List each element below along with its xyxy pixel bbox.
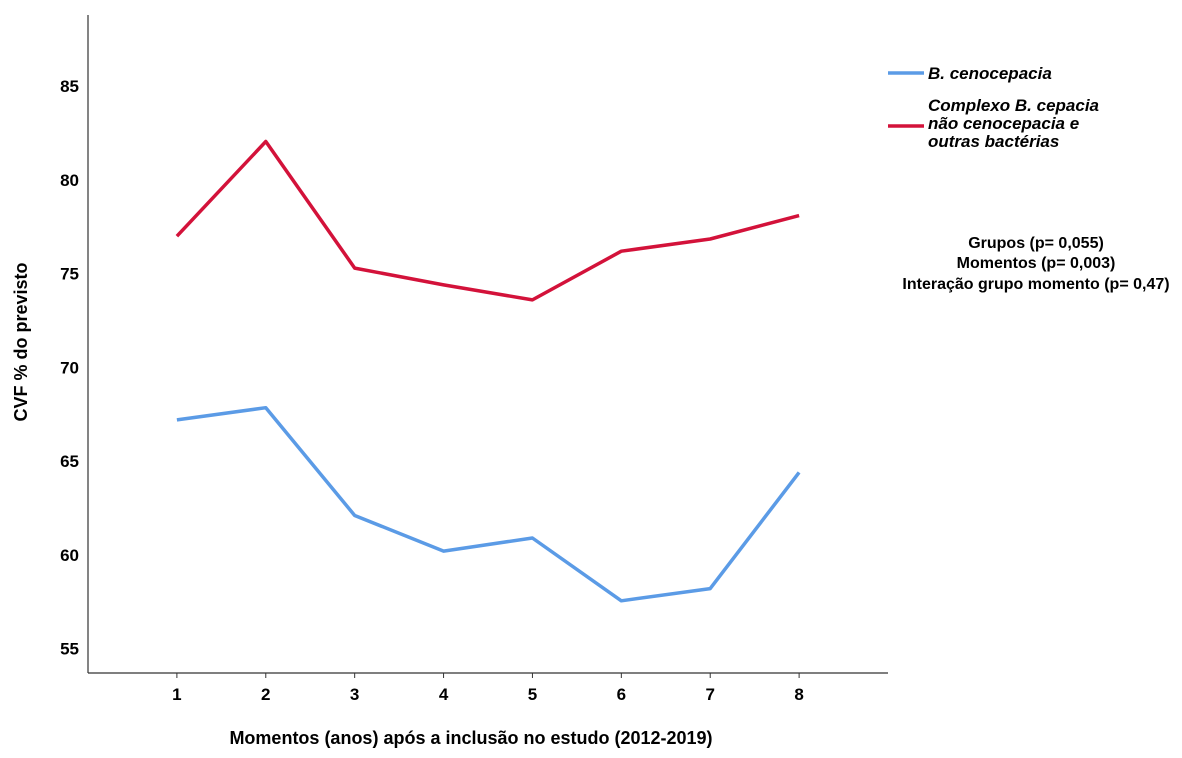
y-tick-label: 85 bbox=[60, 77, 79, 96]
x-axis-label: Momentos (anos) após a inclusão no estud… bbox=[229, 728, 712, 748]
y-tick-label: 75 bbox=[60, 265, 79, 284]
stats-moments: Momentos (p= 0,003) bbox=[957, 255, 1116, 272]
y-tick-label: 65 bbox=[60, 452, 79, 471]
x-tick-label: 1 bbox=[172, 685, 181, 704]
legend-label-2-line: outras bactérias bbox=[928, 132, 1059, 151]
stats-interaction: Interação grupo momento (p= 0,47) bbox=[902, 276, 1169, 293]
x-tick-label: 7 bbox=[705, 685, 714, 704]
axes bbox=[88, 15, 888, 673]
legend-label-2-line: Complexo B. cepacia bbox=[928, 96, 1099, 115]
x-ticks: 1 2 3 4 5 6 7 8 bbox=[172, 673, 804, 704]
y-tick-label: 60 bbox=[60, 546, 79, 565]
x-tick-label: 2 bbox=[261, 685, 270, 704]
x-tick-label: 5 bbox=[528, 685, 537, 704]
y-tick-label: 70 bbox=[60, 358, 79, 377]
series-line-2 bbox=[177, 142, 799, 300]
x-tick-label: 6 bbox=[617, 685, 626, 704]
legend-label-2-line: não cenocepacia e bbox=[928, 114, 1079, 133]
legend-label-1: B. cenocepacia bbox=[928, 64, 1052, 83]
y-tick-label: 55 bbox=[60, 640, 79, 659]
y-ticks: 55 60 65 70 75 80 85 bbox=[60, 77, 79, 658]
x-tick-label: 8 bbox=[794, 685, 803, 704]
series-lines bbox=[177, 141, 799, 600]
y-axis-label: CVF % do previsto bbox=[11, 262, 31, 421]
x-tick-label: 3 bbox=[350, 685, 359, 704]
x-tick-label: 4 bbox=[439, 685, 449, 704]
series-line-1 bbox=[177, 408, 799, 601]
y-tick-label: 80 bbox=[60, 171, 79, 190]
stats-annotation: Grupos (p= 0,055) Momentos (p= 0,003) In… bbox=[902, 235, 1169, 293]
stats-groups: Grupos (p= 0,055) bbox=[968, 235, 1104, 252]
